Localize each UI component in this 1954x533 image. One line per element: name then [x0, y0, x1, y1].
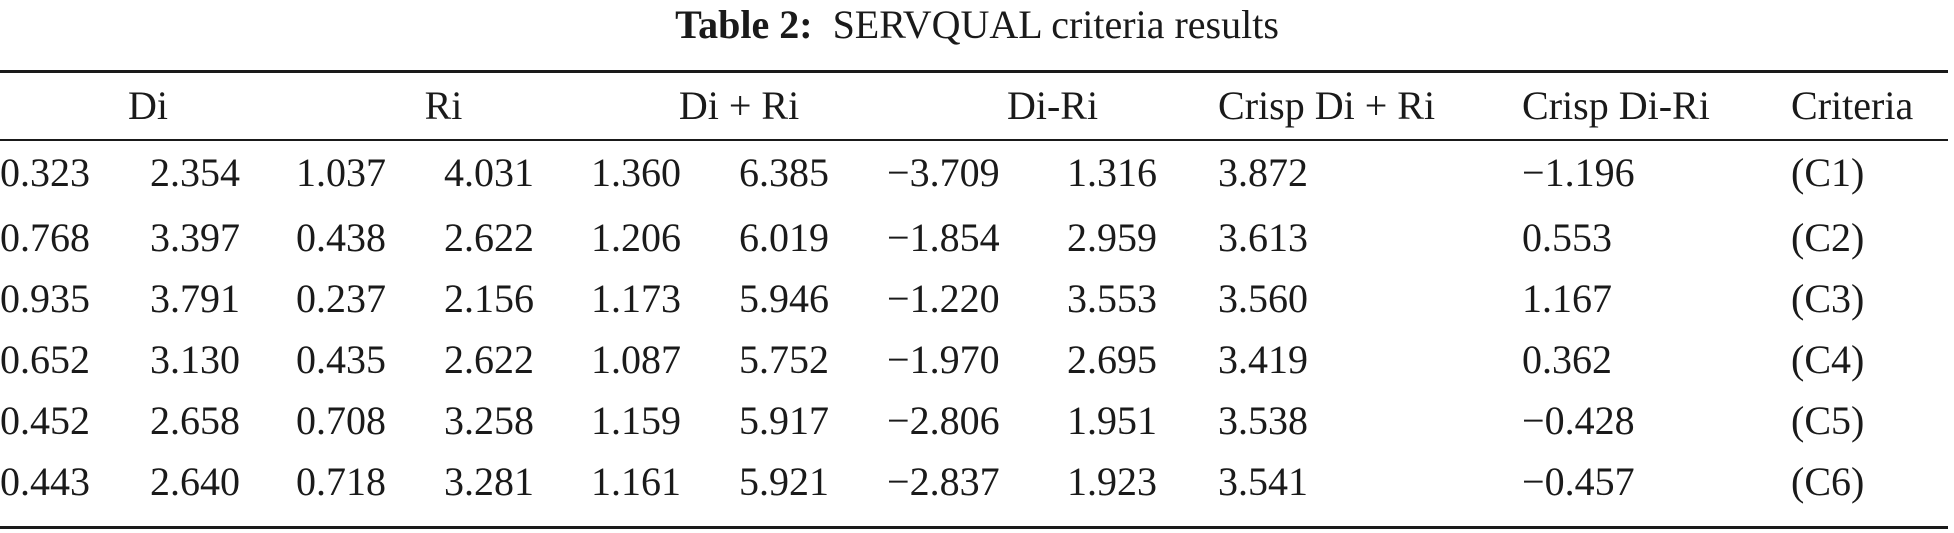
cell: 2.695	[1067, 336, 1158, 382]
header-di: Di	[128, 83, 168, 128]
cell: 0.452	[0, 397, 90, 443]
header-row: Di Ri Di + Ri Di-Ri Crisp Di + Ri Crisp …	[0, 73, 1948, 139]
cell: 1.951	[1067, 397, 1158, 443]
cell: 3.553	[1067, 275, 1158, 321]
cell-bold: 1.167	[1522, 275, 1613, 321]
cell: 0.718	[296, 458, 386, 504]
cell: 3.538	[1218, 397, 1309, 443]
header-criteria: Criteria	[1791, 83, 1914, 128]
header-crisp-di-plus-ri: Crisp Di + Ri	[1218, 83, 1436, 128]
table-caption: Table 2: SERVQUAL criteria results	[0, 0, 1954, 60]
cell: 3.613	[1218, 214, 1309, 260]
cell: −1.220	[887, 275, 1000, 321]
cell: −0.457	[1522, 458, 1635, 504]
cell: 0.935	[0, 275, 90, 321]
cell: −1.970	[887, 336, 1000, 382]
table-row: 0.452 2.658 0.708 3.258 1.159 5.917 −2.8…	[0, 390, 1948, 451]
header-ri: Ri	[424, 83, 463, 128]
table-row: 0.935 3.791 0.237 2.156 1.173 5.946 −1.2…	[0, 268, 1948, 329]
criteria-cell: (C1)	[1791, 150, 1865, 195]
cell: −0.428	[1522, 397, 1635, 443]
cell: −1.196	[1522, 150, 1635, 195]
table-row: 0.652 3.130 0.435 2.622 1.087 5.752 −1.9…	[0, 329, 1948, 390]
criteria-cell: (C4)	[1791, 336, 1865, 382]
header-crisp-di-minus-ri: Crisp Di-Ri	[1522, 83, 1710, 128]
cell: 2.156	[444, 275, 534, 321]
cell: 2.959	[1067, 214, 1158, 260]
cell: 0.652	[0, 336, 90, 382]
caption-label: Table 2:	[675, 2, 813, 47]
cell: 1.923	[1067, 458, 1158, 504]
cell: −2.806	[887, 397, 1000, 443]
cell: −1.854	[887, 214, 1000, 260]
cell: 2.640	[150, 458, 240, 504]
cell: 1.037	[296, 150, 386, 195]
cell: −3.709	[887, 150, 1000, 195]
criteria-cell: (C6)	[1791, 458, 1865, 504]
cell: 4.031	[444, 150, 534, 195]
cell: 1.173	[591, 275, 682, 321]
table-row: 0.768 3.397 0.438 2.622 1.206 6.019 −1.8…	[0, 207, 1948, 268]
cell: 0.708	[296, 397, 386, 443]
cell-bold: 0.362	[1522, 336, 1613, 382]
bottom-rule	[0, 526, 1948, 529]
table-row: 0.443 2.640 0.718 3.281 1.161 5.921 −2.8…	[0, 451, 1948, 512]
cell: 2.354	[150, 150, 240, 195]
cell: 5.921	[739, 458, 830, 504]
cell: 0.435	[296, 336, 386, 382]
cell: 0.237	[296, 275, 386, 321]
cell: 0.323	[0, 150, 90, 195]
cell: 2.658	[150, 397, 240, 443]
cell: 1.087	[591, 336, 682, 382]
cell: 0.768	[0, 214, 90, 260]
cell: 3.560	[1218, 275, 1309, 321]
cell: 1.161	[591, 458, 682, 504]
criteria-cell: (C5)	[1791, 397, 1865, 443]
cell: 3.541	[1218, 458, 1309, 504]
cell: 3.419	[1218, 336, 1309, 382]
criteria-cell: (C2)	[1791, 214, 1865, 260]
table-row: 0.323 2.354 1.037 4.031 1.360 6.385 −3.7…	[0, 139, 1948, 207]
cell: 3.281	[444, 458, 534, 504]
cell: 5.917	[739, 397, 830, 443]
cell-bold: 0.553	[1522, 214, 1613, 260]
cell: 1.360	[591, 150, 682, 195]
cell: 1.316	[1067, 150, 1158, 195]
cell: −2.837	[887, 458, 1000, 504]
cell: 6.385	[739, 150, 830, 195]
cell: 2.622	[444, 336, 534, 382]
cell: 5.946	[739, 275, 830, 321]
cell: 0.438	[296, 214, 386, 260]
cell: 3.130	[150, 336, 240, 382]
cell: 1.159	[591, 397, 682, 443]
header-di-plus-ri: Di + Ri	[678, 83, 800, 128]
criteria-cell: (C3)	[1791, 275, 1865, 321]
servqual-results-table: Di Ri Di + Ri Di-Ri Crisp Di + Ri Crisp …	[0, 73, 1948, 512]
cell: 3.397	[150, 214, 240, 260]
cell: 3.258	[444, 397, 534, 443]
cell: 0.443	[0, 458, 90, 504]
cell: 5.752	[739, 336, 830, 382]
header-di-minus-ri: Di-Ri	[1006, 83, 1099, 128]
cell: 2.622	[444, 214, 534, 260]
top-rule	[0, 70, 1948, 73]
header-rule	[0, 139, 1948, 141]
caption-title: SERVQUAL criteria results	[832, 2, 1279, 47]
cell: 3.791	[150, 275, 240, 321]
cell: 6.019	[739, 214, 830, 260]
cell: 3.872	[1218, 150, 1309, 195]
cell: 1.206	[591, 214, 682, 260]
